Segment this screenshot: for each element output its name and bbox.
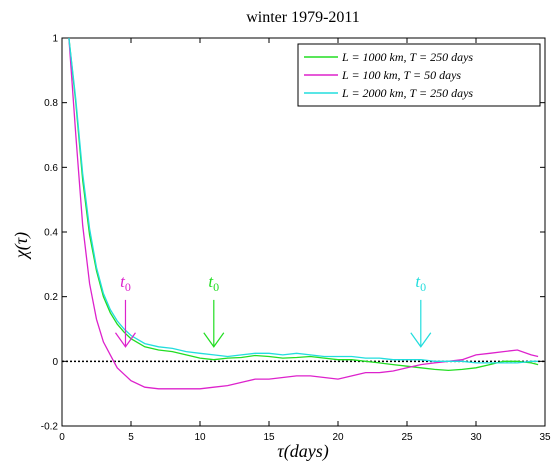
y-tick-label: 0.8 [44,98,58,109]
legend-label-1: L = 1000 km, T = 250 days [341,50,473,64]
annotation-arrow-head [203,332,225,348]
x-tick-label: 0 [59,432,65,443]
x-tick-label: 5 [128,432,134,443]
y-tick-label: 0.2 [44,292,58,303]
x-tick-label: 10 [194,432,206,443]
annotation-label: t0 [120,272,131,294]
y-tick-label: 0.6 [44,163,58,174]
series-line-3 [68,37,539,364]
annotation-t0-3: t0 [410,272,432,348]
annotation-label: t0 [208,272,219,294]
y-axis-label: χ(τ) [11,232,32,260]
x-axis-label: τ(days) [277,441,328,462]
series-line-2 [68,37,539,390]
annotation-arrow-head [410,332,432,348]
annotation-t0-1: t0 [114,272,136,348]
legend-label-3: L = 2000 km, T = 250 days [341,86,473,100]
annotation-arrow-head [114,332,136,348]
legend-label-2: L = 100 km, T = 50 days [341,68,461,82]
x-tick-label: 20 [332,432,344,443]
annotation-label: t0 [415,272,426,294]
series-line-1 [68,37,539,372]
x-tick-label: 30 [470,432,482,443]
x-tick-label: 15 [263,432,275,443]
y-tick-label: 0 [52,357,58,368]
x-tick-label: 25 [401,432,413,443]
annotation-t0-2: t0 [203,272,225,348]
y-tick-label: 1 [52,34,58,45]
y-tick-label: 0.4 [44,228,58,239]
legend-box [297,43,541,107]
y-tick-label: -0.2 [41,422,59,433]
chart-title: winter 1979-2011 [246,9,360,26]
x-tick-label: 35 [539,432,551,443]
